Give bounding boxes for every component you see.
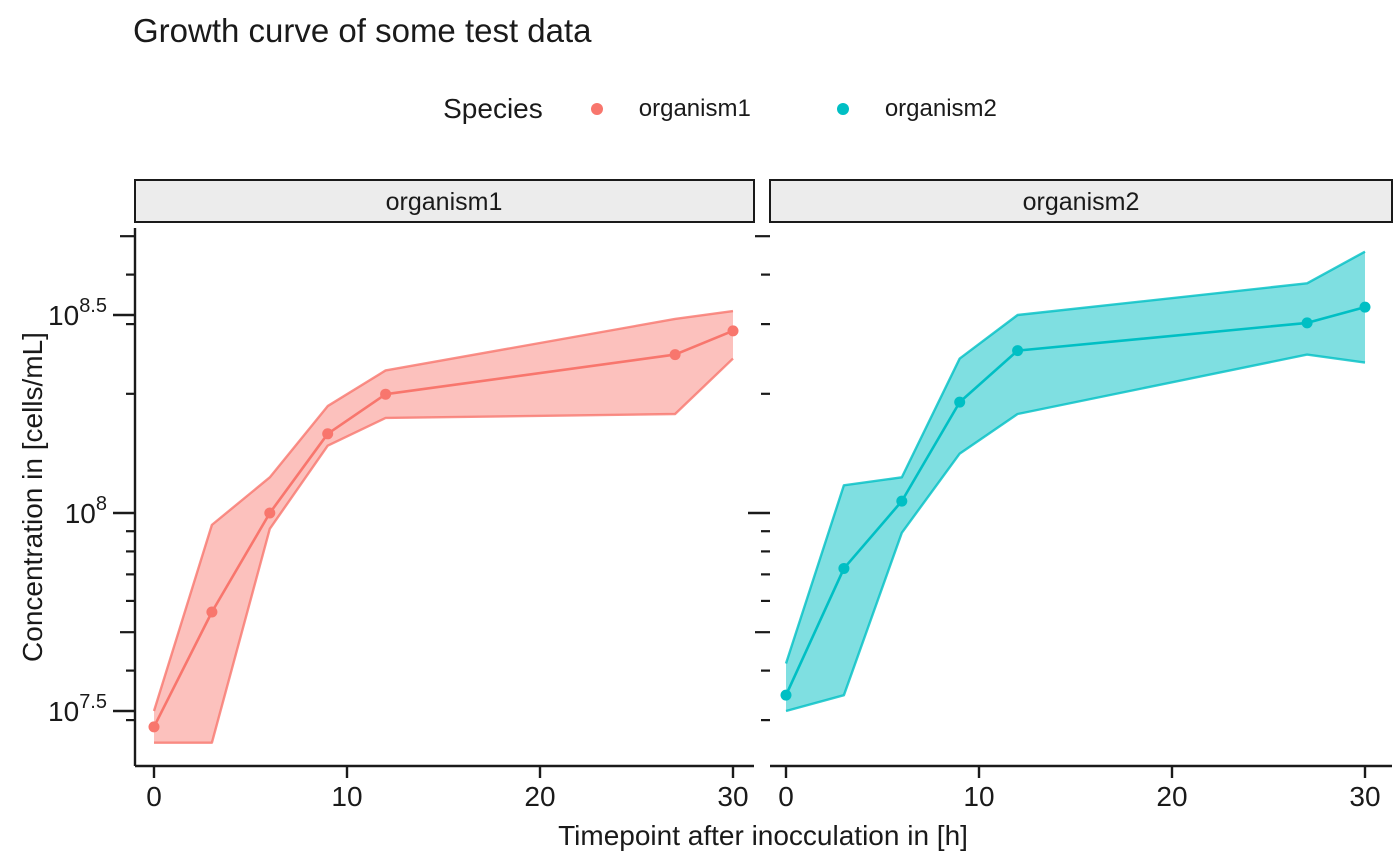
legend-key-dot-organism2 bbox=[836, 103, 849, 115]
x-tick-label: 10 bbox=[331, 781, 362, 812]
y-tick-label: 107.5 bbox=[48, 691, 107, 727]
data-point bbox=[1012, 345, 1024, 357]
data-point bbox=[838, 562, 850, 574]
data-point bbox=[669, 349, 681, 361]
y-tick-label: 108.5 bbox=[48, 295, 107, 331]
data-point bbox=[322, 428, 334, 440]
x-tick-label: 20 bbox=[524, 781, 555, 812]
data-point bbox=[380, 388, 392, 400]
data-point bbox=[896, 495, 908, 507]
legend-item-label: organism1 bbox=[638, 95, 751, 122]
legend-title: Species bbox=[443, 93, 543, 124]
data-point bbox=[264, 507, 276, 519]
y-tick-label: 108 bbox=[65, 493, 107, 529]
ribbon-lower-edge bbox=[785, 353, 1366, 713]
facet-strip-label: organism1 bbox=[386, 188, 503, 216]
ribbon-lower-edge bbox=[154, 357, 734, 744]
data-point bbox=[206, 606, 218, 618]
x-tick-label: 30 bbox=[1349, 781, 1380, 812]
data-point bbox=[780, 689, 792, 701]
chart-title: Growth curve of some test data bbox=[133, 12, 592, 49]
legend-item-organism2: organism2 bbox=[836, 95, 997, 123]
data-point bbox=[1359, 301, 1371, 313]
x-tick-label: 0 bbox=[146, 781, 162, 812]
x-tick-label: 30 bbox=[717, 781, 748, 812]
x-tick-label: 20 bbox=[1156, 781, 1187, 812]
legend: Species organism1 organism2 bbox=[0, 90, 1400, 128]
x-tick-label: 0 bbox=[778, 781, 794, 812]
legend-item-label: organism2 bbox=[884, 95, 997, 122]
ribbon-upper-edge bbox=[784, 250, 1366, 664]
facet-strip bbox=[769, 179, 1393, 223]
data-point bbox=[727, 325, 739, 337]
data-point bbox=[954, 396, 966, 408]
facet-strips: organism1 organism2 bbox=[134, 179, 1393, 223]
y-axis-title: Concentration in [cells/mL] bbox=[17, 332, 48, 662]
facet-strip-label: organism2 bbox=[1023, 188, 1140, 216]
facet-strip bbox=[134, 179, 755, 223]
data-point bbox=[1301, 317, 1313, 329]
ribbon-upper-edge bbox=[152, 309, 734, 712]
data-point bbox=[148, 721, 160, 733]
x-axis-title: Timepoint after inocculation in [h] bbox=[558, 820, 968, 851]
legend-key-dot-organism1 bbox=[590, 103, 603, 115]
confidence-ribbon bbox=[154, 311, 733, 743]
legend-item-organism1: organism1 bbox=[590, 95, 751, 123]
confidence-ribbon bbox=[786, 251, 1365, 711]
x-tick-label: 10 bbox=[963, 781, 994, 812]
